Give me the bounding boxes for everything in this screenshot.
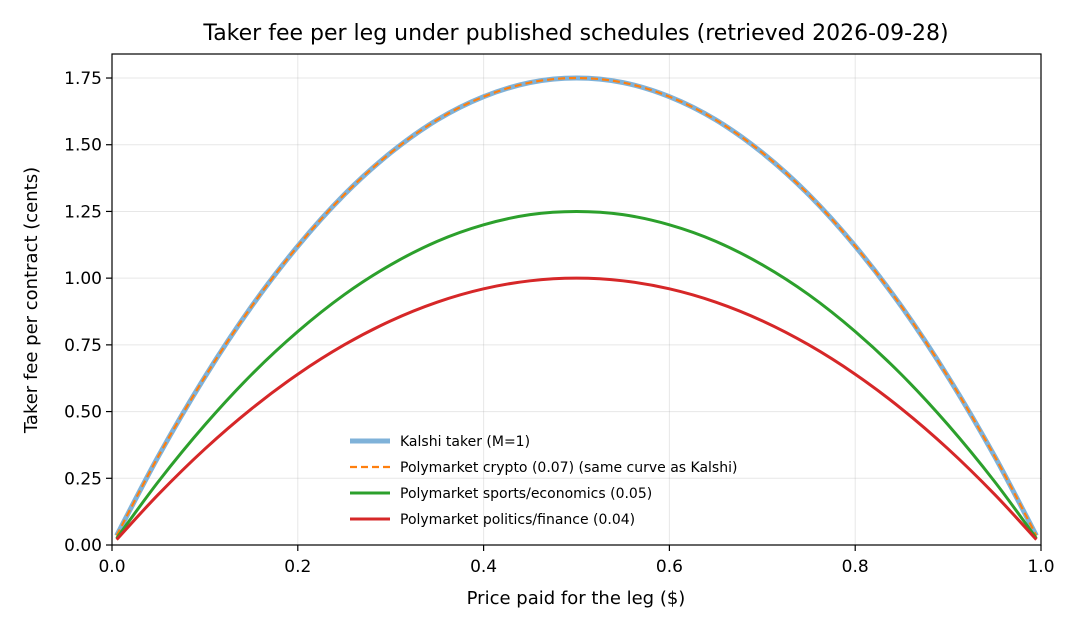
polymarket-sports-economics-line [115,209,1038,540]
x-tick-label: 0.8 [842,557,869,577]
x-tick-label: 0.4 [470,557,497,577]
legend-label: Polymarket sports/economics (0.05) [400,486,652,502]
series-lines [114,75,1039,541]
y-tick-label: 1.50 [64,136,102,156]
polymarket-crypto-line [115,76,1038,537]
y-axis-ticks: 0.00 0.25 0.50 0.75 1.00 1.25 1.50 1.75 [64,69,112,556]
plot-frame [111,53,1042,546]
x-tick-label: 0.2 [284,557,311,577]
y-tick-label: 1.25 [64,202,102,222]
y-tick-label: 0.75 [64,336,102,356]
y-tick-label: 0.25 [64,469,102,489]
x-tick-label: 1.0 [1027,557,1054,577]
legend: Kalshi taker (M=1) Polymarket crypto (0.0… [350,434,737,528]
y-axis-label: Taker fee per contract (cents) [21,167,42,434]
polymarket-politics-finance-line [115,276,1038,541]
y-tick-label: 1.00 [64,269,102,289]
x-tick-label: 0.0 [98,557,125,577]
x-tick-label: 0.6 [656,557,683,577]
y-tick-label: 0.50 [64,403,102,423]
y-tick-label: 0.00 [64,536,102,556]
x-axis-ticks: 0.0 0.2 0.4 0.6 0.8 1.0 [98,545,1055,577]
legend-label: Polymarket politics/finance (0.04) [400,512,635,528]
x-axis-label: Price paid for the leg ($) [467,588,686,609]
legend-label: Kalshi taker (M=1) [400,434,530,450]
legend-label: Polymarket crypto (0.07) (same curve as … [400,460,737,476]
y-tick-label: 1.75 [64,69,102,89]
chart-title: Taker fee per leg under published schedu… [202,21,948,46]
